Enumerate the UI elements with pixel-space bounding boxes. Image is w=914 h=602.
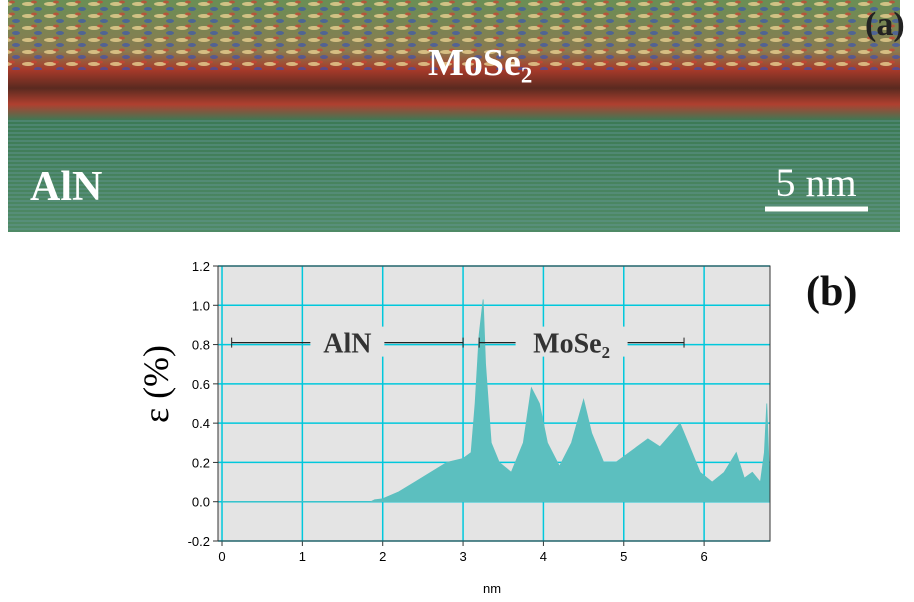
panel-label: (a)	[865, 6, 905, 43]
label-bg	[310, 326, 385, 357]
annotation: MoSe₂	[533, 329, 610, 360]
y-tick-label: 0.0	[192, 495, 210, 510]
label-bg	[515, 326, 628, 357]
scale-bar-label: 5 nm	[775, 160, 856, 205]
x-tick-label: 6	[700, 549, 707, 564]
layer-label: AlN	[30, 164, 102, 210]
y-tick-label: 1.0	[192, 298, 210, 313]
panel-label: (b)	[806, 269, 857, 315]
x-axis-label: nm	[483, 581, 501, 596]
area	[222, 299, 771, 503]
x-tick-label: 5	[620, 549, 627, 564]
x-tick-label: 4	[540, 549, 547, 564]
y-axis-label: ε (%)	[136, 345, 176, 423]
annotation: AlN	[323, 329, 371, 360]
y-tick-label: 1.2	[192, 259, 210, 274]
layer-label: MoSe₂	[428, 42, 532, 84]
plot-frame	[217, 265, 771, 542]
x-tick-label: 3	[459, 549, 466, 564]
y-tick-label: -0.2	[188, 534, 210, 549]
micrograph	[8, 0, 900, 232]
y-tick-label: 0.4	[192, 416, 210, 431]
x-tick-label: 0	[218, 549, 225, 564]
x-tick-label: 2	[379, 549, 386, 564]
y-tick-label: 0.6	[192, 377, 210, 392]
y-tick-label: 0.2	[192, 455, 210, 470]
y-tick-label: 0.8	[192, 338, 210, 353]
x-tick-label: 1	[299, 549, 306, 564]
